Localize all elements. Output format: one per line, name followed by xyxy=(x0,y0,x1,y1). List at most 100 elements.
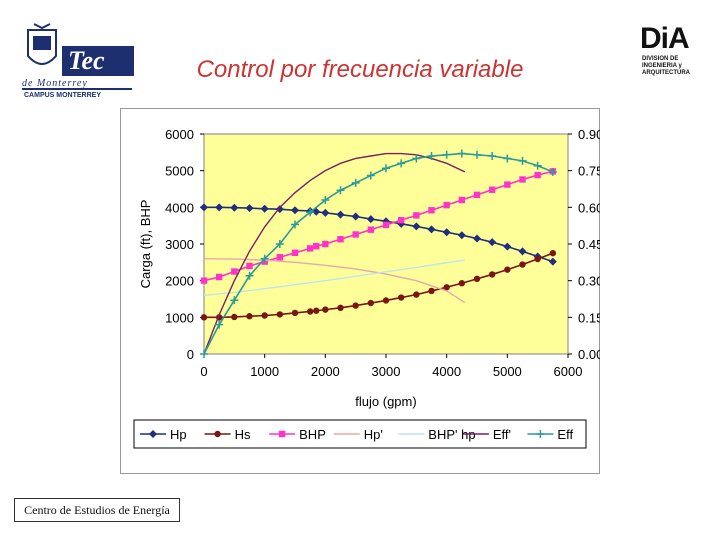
series-hs-point xyxy=(504,266,511,273)
x-tick-label: 6000 xyxy=(554,364,583,379)
y2-tick-label: 0.60 xyxy=(578,200,600,215)
series-bhp-point xyxy=(413,212,420,219)
series-hp-point xyxy=(321,208,330,217)
series-hp-prime-line xyxy=(203,257,466,304)
series-hp-point xyxy=(488,238,497,247)
series-bhp-point xyxy=(337,236,344,243)
series-eff-point xyxy=(215,320,224,329)
series-bhp-point xyxy=(428,207,435,214)
series-eff-point xyxy=(488,152,497,160)
series-hs-point xyxy=(261,312,268,319)
series-hp-point xyxy=(518,247,527,256)
legend-marker-hp xyxy=(149,430,157,438)
series-bhp-point xyxy=(276,254,284,261)
x-tick-label: 4000 xyxy=(432,364,461,379)
y-tick-label: 3000 xyxy=(165,237,194,252)
series-hs-point xyxy=(337,304,344,311)
series-bhp-point xyxy=(397,216,405,224)
series-bhp-point xyxy=(313,243,320,250)
series-hp-point xyxy=(215,203,224,212)
y2-tick-label: 0.00 xyxy=(578,347,600,362)
series-hp-point xyxy=(427,225,436,234)
series-hp-point xyxy=(351,212,360,221)
series-eff-point xyxy=(200,350,208,358)
series-eff-point xyxy=(321,196,330,204)
dia-logo-line-2: INGENIERIA y xyxy=(642,63,682,69)
legend-label-hp-prime: Hp' xyxy=(364,427,383,442)
series-hs-point xyxy=(313,307,320,314)
slide-title: Control por frecuencia variable xyxy=(196,56,524,83)
series-hp-point xyxy=(503,242,512,251)
series-eff-point xyxy=(382,164,390,173)
series-hs-point xyxy=(549,249,557,257)
y-tick-label: 6000 xyxy=(165,127,194,142)
legend-label-eff-prime: Eff' xyxy=(493,427,511,442)
legend-marker-hs xyxy=(214,430,221,438)
series-eff-point xyxy=(291,220,299,229)
series-bhp-point xyxy=(473,191,481,199)
series-hs-point xyxy=(519,261,526,268)
pump-curve-chart: 0 1000 2000 3000 4000 5000 6000 0 1000 2000 3000 40… xyxy=(133,127,600,449)
series-bhp-point xyxy=(352,231,359,238)
series-hp-point xyxy=(366,215,375,224)
dia-logo: DiA DIVISION DE INGENIERIA y ARQUITECTUR… xyxy=(640,24,702,80)
series-hs-point xyxy=(276,311,284,318)
series-bhp-point xyxy=(519,176,526,183)
series-eff-point xyxy=(503,154,512,163)
series-eff-point xyxy=(306,208,315,217)
series-hs-point xyxy=(473,275,481,283)
legend-box xyxy=(133,419,587,449)
footer-label: Centro de Estudios de Energía xyxy=(14,498,180,522)
series-eff-point xyxy=(518,156,527,165)
y-axis-label: Carga (ft), BHP xyxy=(138,200,153,289)
series-eff-prime-line xyxy=(203,152,466,355)
legend-label-bhp: BHP xyxy=(299,427,326,442)
y2-tick-label: 0.75 xyxy=(578,164,600,179)
series-hs-point xyxy=(246,313,253,320)
series-eff-point xyxy=(397,159,406,168)
series-eff-point xyxy=(473,150,481,159)
x-axis-label: flujo (gpm) xyxy=(355,394,416,409)
y-tick-label: 5000 xyxy=(165,164,194,179)
series-eff-point xyxy=(260,254,269,263)
series-bhp-point xyxy=(291,249,299,256)
series-hs-point xyxy=(534,255,541,263)
tec-shield-icon xyxy=(27,23,57,65)
tec-logo-word: Tec xyxy=(62,46,134,76)
series-bhp-point xyxy=(246,262,253,270)
series-eff-point xyxy=(245,271,254,280)
tec-logo-subtitle: de Monterrey xyxy=(22,78,88,89)
series-eff-point xyxy=(351,178,360,187)
x-tick-label: 5000 xyxy=(493,364,522,379)
series-bhp-point xyxy=(443,201,450,209)
legend-label-hp: Hp xyxy=(170,427,187,442)
series-bhp-prime-hp-line xyxy=(203,259,465,297)
y2-tick-label: 0.15 xyxy=(578,310,600,325)
y2-tick-label: 0.90 xyxy=(578,127,600,142)
y2-tick-label: 0.45 xyxy=(578,237,600,252)
series-eff-point xyxy=(457,149,466,158)
series-eff-point xyxy=(427,152,436,160)
legend-marker-eff xyxy=(536,430,545,438)
series-bhp-point xyxy=(215,273,223,281)
dia-logo-line-1: DIVISION DE xyxy=(642,56,679,62)
series-hp-point xyxy=(245,204,254,213)
series-bhp-point xyxy=(382,221,390,229)
series-bhp-point xyxy=(458,196,466,204)
y-tick-label: 4000 xyxy=(165,200,194,215)
series-bhp-point xyxy=(504,181,511,188)
series-hs-point xyxy=(443,284,450,291)
series-hs-point xyxy=(352,302,359,309)
series-hs-point xyxy=(382,297,390,304)
series-hp-point xyxy=(457,231,466,240)
legend-label-bhp-prime-hp: BHP' hp xyxy=(428,427,475,442)
series-hs-point xyxy=(200,314,208,321)
tec-logo-campus: CAMPUS MONTERREY xyxy=(24,92,102,99)
tec-logo: Tec de Monterrey CAMPUS MONTERREY xyxy=(18,14,134,99)
series-hs-point xyxy=(458,280,466,287)
series-hs-point xyxy=(367,299,375,307)
series-hp-point xyxy=(291,206,299,215)
series-hp-point xyxy=(260,204,269,213)
series-hs-point xyxy=(306,308,314,315)
dia-logo-line-3: ARQUITECTURA xyxy=(642,70,690,76)
